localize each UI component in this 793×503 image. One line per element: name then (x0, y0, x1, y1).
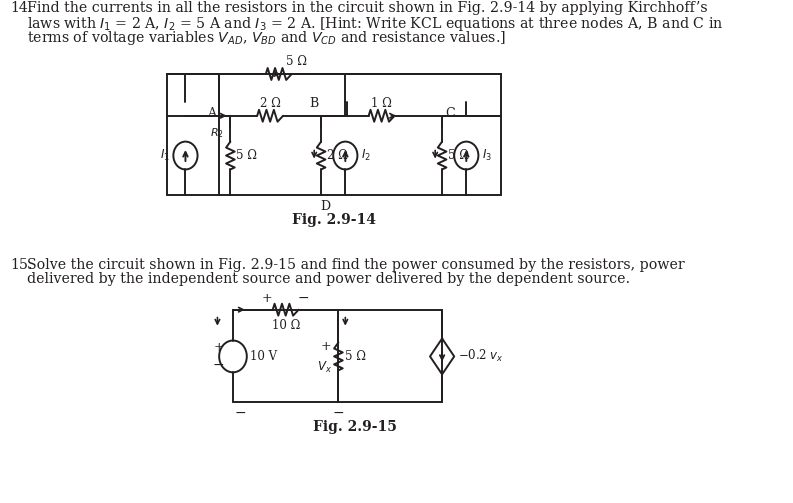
Text: $I_2$: $I_2$ (361, 148, 371, 163)
Text: 5 Ω: 5 Ω (236, 149, 258, 162)
Text: 15.: 15. (10, 258, 33, 272)
Text: Fig. 2.9-14: Fig. 2.9-14 (292, 213, 376, 227)
Text: delivered by the independent source and power delivered by the dependent source.: delivered by the independent source and … (27, 272, 630, 286)
Text: +: + (214, 341, 224, 354)
Text: 5 Ω: 5 Ω (285, 55, 307, 68)
Text: 2 Ω: 2 Ω (328, 149, 348, 162)
Text: $I_1$: $I_1$ (160, 148, 170, 163)
Text: Find the currents in all the resistors in the circuit shown in Fig. 2.9-14 by ap: Find the currents in all the resistors i… (27, 2, 708, 16)
Text: Fig. 2.9-15: Fig. 2.9-15 (313, 420, 396, 434)
Text: −: − (213, 358, 224, 372)
Text: $R_2$: $R_2$ (209, 126, 224, 140)
Text: B: B (309, 97, 319, 110)
Text: C: C (446, 107, 455, 120)
Text: −: − (234, 406, 246, 420)
Text: −: − (332, 406, 344, 420)
Text: 10 Ω: 10 Ω (271, 318, 300, 331)
Text: 5 Ω: 5 Ω (345, 350, 366, 363)
Text: $I_3$: $I_3$ (482, 148, 492, 163)
Text: 14.: 14. (10, 2, 33, 16)
Text: 1 Ω: 1 Ω (371, 97, 392, 110)
Text: $V_x$: $V_x$ (316, 360, 331, 376)
Text: terms of voltage variables $V_{AD}$, $V_{BD}$ and $V_{CD}$ and resistance values: terms of voltage variables $V_{AD}$, $V_… (27, 29, 506, 47)
Text: 10 V: 10 V (251, 350, 278, 363)
Text: 5 Ω: 5 Ω (448, 149, 469, 162)
Text: D: D (320, 200, 331, 213)
Text: +: + (262, 292, 272, 305)
Text: −0.2 $v_x$: −0.2 $v_x$ (458, 349, 504, 365)
Text: +: + (321, 340, 331, 353)
Text: −: − (297, 291, 308, 305)
Text: laws with $I_1$ = 2 A, $I_2$ = 5 A and $I_3$ = 2 A. [Hint: Write KCL equations a: laws with $I_1$ = 2 A, $I_2$ = 5 A and $… (27, 15, 723, 33)
Text: Solve the circuit shown in Fig. 2.9-15 and find the power consumed by the resist: Solve the circuit shown in Fig. 2.9-15 a… (27, 258, 685, 272)
Text: A: A (207, 107, 216, 120)
Text: 2 Ω: 2 Ω (259, 97, 281, 110)
